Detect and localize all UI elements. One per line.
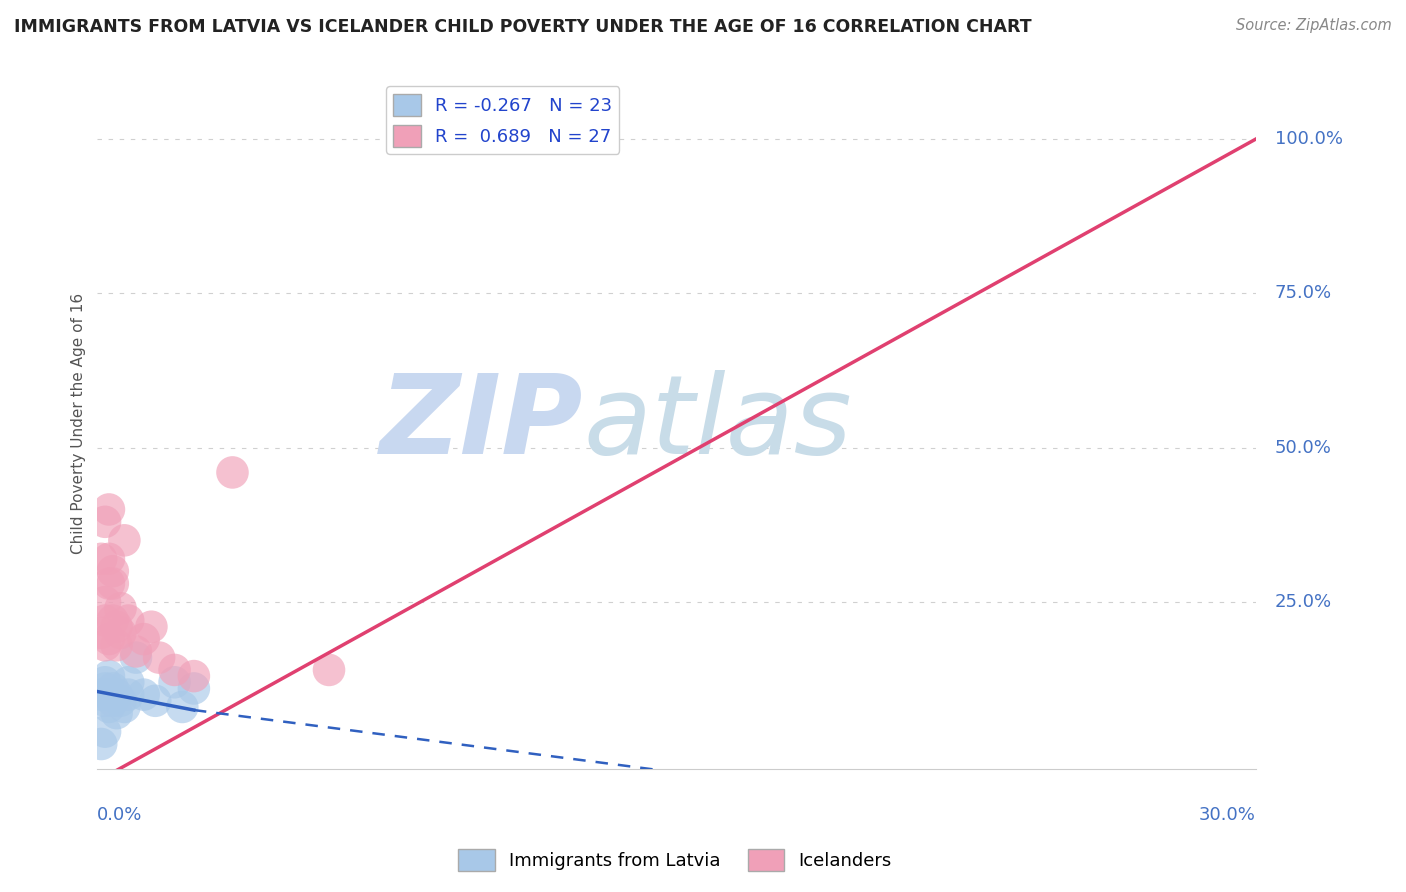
Point xyxy=(183,669,205,683)
Text: 100.0%: 100.0% xyxy=(1275,130,1343,148)
Text: IMMIGRANTS FROM LATVIA VS ICELANDER CHILD POVERTY UNDER THE AGE OF 16 CORRELATIO: IMMIGRANTS FROM LATVIA VS ICELANDER CHIL… xyxy=(14,18,1032,36)
Point xyxy=(125,644,148,658)
Point xyxy=(97,502,120,516)
Text: ZIP: ZIP xyxy=(381,369,583,476)
Y-axis label: Child Poverty Under the Age of 16: Child Poverty Under the Age of 16 xyxy=(72,293,86,554)
Point xyxy=(143,694,166,708)
Point xyxy=(97,552,120,566)
Point xyxy=(101,694,124,708)
Text: 50.0%: 50.0% xyxy=(1275,439,1331,457)
Point xyxy=(94,614,117,628)
Point xyxy=(112,700,135,714)
Point xyxy=(101,681,124,696)
Point xyxy=(90,626,112,640)
Point xyxy=(94,694,117,708)
Text: 75.0%: 75.0% xyxy=(1275,285,1331,302)
Point xyxy=(97,576,120,591)
Point xyxy=(163,675,186,690)
Point xyxy=(125,650,148,665)
Point xyxy=(110,694,132,708)
Point xyxy=(97,700,120,714)
Point xyxy=(318,663,340,677)
Point xyxy=(110,626,132,640)
Point xyxy=(163,663,186,677)
Point xyxy=(94,638,117,652)
Text: 25.0%: 25.0% xyxy=(1275,593,1331,611)
Text: 30.0%: 30.0% xyxy=(1199,805,1256,823)
Point xyxy=(117,688,139,702)
Point xyxy=(112,533,135,548)
Point xyxy=(132,688,155,702)
Point xyxy=(94,515,117,529)
Point xyxy=(183,681,205,696)
Point xyxy=(117,675,139,690)
Point xyxy=(90,737,112,751)
Legend: Immigrants from Latvia, Icelanders: Immigrants from Latvia, Icelanders xyxy=(451,842,898,879)
Point xyxy=(101,564,124,578)
Point xyxy=(101,614,124,628)
Legend: R = -0.267   N = 23, R =  0.689   N = 27: R = -0.267 N = 23, R = 0.689 N = 27 xyxy=(387,87,619,154)
Text: atlas: atlas xyxy=(583,369,852,476)
Point xyxy=(141,620,163,634)
Point xyxy=(148,650,170,665)
Point xyxy=(105,706,128,720)
Point xyxy=(94,595,117,609)
Point xyxy=(90,552,112,566)
Point xyxy=(90,688,112,702)
Point xyxy=(117,614,139,628)
Point xyxy=(105,688,128,702)
Point xyxy=(97,632,120,646)
Point xyxy=(172,700,194,714)
Point xyxy=(110,601,132,615)
Point xyxy=(94,681,117,696)
Text: 0.0%: 0.0% xyxy=(97,805,143,823)
Point xyxy=(101,576,124,591)
Point xyxy=(94,675,117,690)
Point xyxy=(132,632,155,646)
Point xyxy=(97,669,120,683)
Point xyxy=(105,638,128,652)
Point xyxy=(221,466,243,480)
Text: Source: ZipAtlas.com: Source: ZipAtlas.com xyxy=(1236,18,1392,33)
Point xyxy=(97,688,120,702)
Point xyxy=(105,620,128,634)
Point xyxy=(94,724,117,739)
